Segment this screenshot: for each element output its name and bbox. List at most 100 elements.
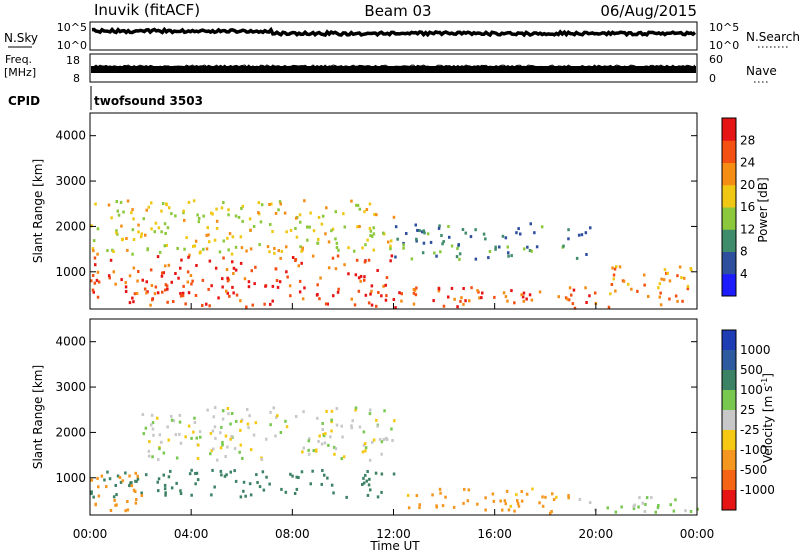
data-cell: [221, 417, 225, 421]
data-cell: [149, 268, 153, 272]
power-colorbar: 4 8 12 16 20 24 28: [721, 117, 755, 297]
data-cell: [167, 263, 171, 267]
data-cell: [132, 217, 135, 221]
data-cell: [91, 247, 95, 251]
velocity-colorbar: 1000 500 100 25 -25 -100 -500 -1000: [721, 329, 775, 511]
data-cell: [278, 200, 282, 204]
data-cell: [208, 259, 212, 263]
data-cell: [229, 422, 232, 426]
data-cell: [274, 211, 278, 215]
data-cell: [239, 235, 243, 239]
data-cell: [376, 269, 379, 272]
data-cell: [197, 443, 200, 447]
data-cell: [372, 232, 376, 236]
data-cell: [325, 206, 328, 210]
data-cell: [141, 278, 144, 282]
data-cell: [107, 203, 111, 207]
data-cell: [355, 203, 358, 207]
data-cell: [119, 200, 123, 204]
data-cell: [215, 219, 219, 223]
data-cell: [515, 493, 518, 497]
data-cell: [484, 508, 487, 512]
data-cell: [187, 255, 190, 259]
data-cell: [429, 240, 433, 244]
data-cell: [211, 212, 214, 216]
data-cell: [271, 284, 275, 288]
data-cell: [269, 423, 272, 427]
data-cell: [114, 503, 117, 507]
range-tick-label: 3000: [55, 380, 86, 394]
data-cell: [340, 424, 343, 428]
data-cell: [169, 469, 172, 473]
range-tick-label: 3000: [55, 174, 86, 188]
data-cell: [157, 489, 160, 493]
data-cell: [323, 441, 327, 445]
data-cell: [129, 481, 132, 485]
data-cell: [228, 232, 232, 236]
data-cell: [210, 493, 213, 497]
data-cell: [208, 240, 211, 244]
data-cell: [269, 302, 272, 306]
data-cell: [354, 408, 357, 412]
data-cell: [528, 249, 532, 252]
data-cell: [659, 303, 663, 307]
data-cell: [194, 294, 198, 297]
data-cell: [432, 299, 435, 303]
data-cell: [355, 258, 359, 262]
data-cell: [610, 283, 614, 286]
data-cell: [178, 420, 182, 424]
power-colorbar-tick: 4: [740, 267, 748, 281]
data-cell: [507, 508, 511, 512]
data-cell: [567, 496, 570, 500]
data-cell: [148, 440, 151, 444]
colorbar-segment: [722, 184, 736, 208]
data-cell: [285, 270, 288, 274]
time-tick-label: 16:00: [477, 527, 512, 541]
data-cell: [363, 278, 366, 282]
data-cell: [505, 489, 509, 493]
data-cell: [180, 258, 183, 262]
data-cell: [421, 230, 424, 234]
data-cell: [520, 499, 524, 503]
data-cell: [135, 292, 139, 295]
data-cell: [90, 492, 93, 495]
time-tick-label: 08:00: [275, 527, 310, 541]
data-cell: [415, 239, 418, 243]
data-cell: [632, 507, 636, 511]
data-cell: [363, 275, 366, 279]
data-cell: [330, 409, 334, 413]
velocity-colorbar-tick: 1000: [740, 343, 771, 357]
noise-tick-top-right: 10^5: [709, 21, 739, 34]
colorbar-segment: [722, 370, 736, 391]
data-cell: [210, 449, 214, 453]
data-cell: [612, 273, 616, 277]
velocity-colorbar-tick: -1000: [740, 483, 775, 497]
data-cell: [331, 256, 335, 260]
data-cell: [233, 447, 237, 451]
data-cell: [477, 290, 480, 294]
data-cell: [389, 244, 392, 248]
data-cell: [150, 413, 154, 417]
data-cell: [364, 449, 367, 453]
data-cell: [136, 474, 139, 478]
data-cell: [177, 276, 180, 280]
data-cell: [676, 274, 679, 278]
data-cell: [343, 263, 346, 267]
data-cell: [513, 301, 516, 305]
data-cell: [190, 282, 193, 286]
velocity-panel-background: [90, 319, 697, 515]
data-cell: [493, 295, 496, 299]
data-cell: [380, 294, 383, 298]
data-cell: [162, 473, 165, 477]
data-cell: [247, 285, 251, 289]
data-cell: [234, 245, 238, 249]
data-cell: [193, 421, 197, 424]
data-cell: [165, 284, 169, 288]
range-tick-label: 4000: [55, 129, 86, 143]
data-cell: [584, 231, 588, 235]
velocity-colorbar-tick: -500: [740, 463, 767, 477]
data-cell: [97, 494, 101, 498]
data-cell: [324, 232, 327, 236]
data-cell: [356, 225, 359, 229]
data-cell: [226, 279, 230, 283]
